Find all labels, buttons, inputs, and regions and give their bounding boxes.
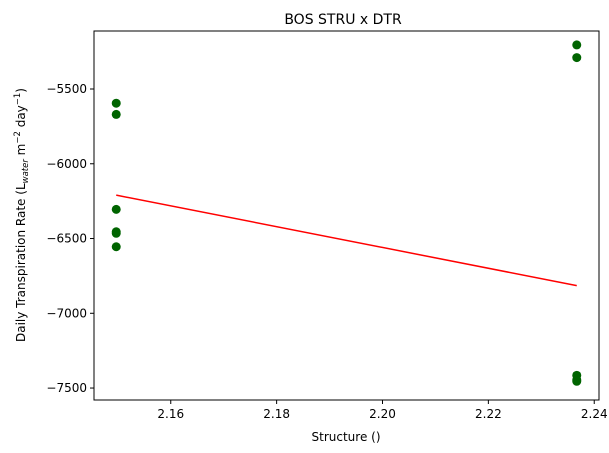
data-point-2 [111,109,121,119]
data-point-11 [572,376,582,386]
chart-title: BOS STRU x DTR [284,12,402,28]
x-tick-label: 2.16 [157,407,184,421]
y-tick-label: −7000 [46,306,87,320]
regression-line [116,194,577,287]
data-point-6 [111,242,121,252]
y-tick-label: −7500 [46,381,87,395]
plot-frame [93,30,600,401]
data-point-7 [572,40,582,50]
y-tick-label: −6000 [46,157,87,171]
x-axis-title: Structure () [312,430,381,444]
fit-line-layer [116,194,577,287]
data-point-3 [111,204,121,214]
y-axis-title-sup1: −2 [13,131,23,144]
data-point-1 [111,98,121,108]
data-point-5 [111,228,121,238]
plot-area [94,31,599,400]
y-axis-ticks: −7500 −7000 −6500 −6000 −5500 [46,82,94,395]
y-axis-title-middle: m [14,144,28,160]
x-tick-label: 2.18 [263,407,290,421]
data-point-8 [572,53,582,63]
y-axis-title-sub: water [21,159,31,184]
x-tick-label: 2.20 [369,407,396,421]
y-axis-title: Daily Transpiration Rate (Lwater m−2 day… [13,88,31,342]
x-tick-label: 2.22 [475,407,502,421]
y-tick-label: −6500 [46,232,87,246]
y-axis-title-prefix: Daily Transpiration Rate (L [14,183,28,342]
y-axis-title-suffix: ) [14,88,28,93]
y-axis-title-middle2: day [14,105,28,131]
x-axis-ticks: 2.16 2.18 2.20 2.22 2.24 [157,400,608,421]
data-points-layer [111,40,582,386]
y-tick-label: −5500 [46,82,87,96]
x-tick-label: 2.24 [581,407,608,421]
y-axis-title-sup2: −1 [13,93,23,106]
